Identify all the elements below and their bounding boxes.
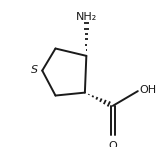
- Text: OH: OH: [139, 85, 156, 95]
- Text: NH₂: NH₂: [76, 12, 97, 22]
- Text: S: S: [31, 65, 38, 75]
- Text: O: O: [108, 141, 117, 147]
